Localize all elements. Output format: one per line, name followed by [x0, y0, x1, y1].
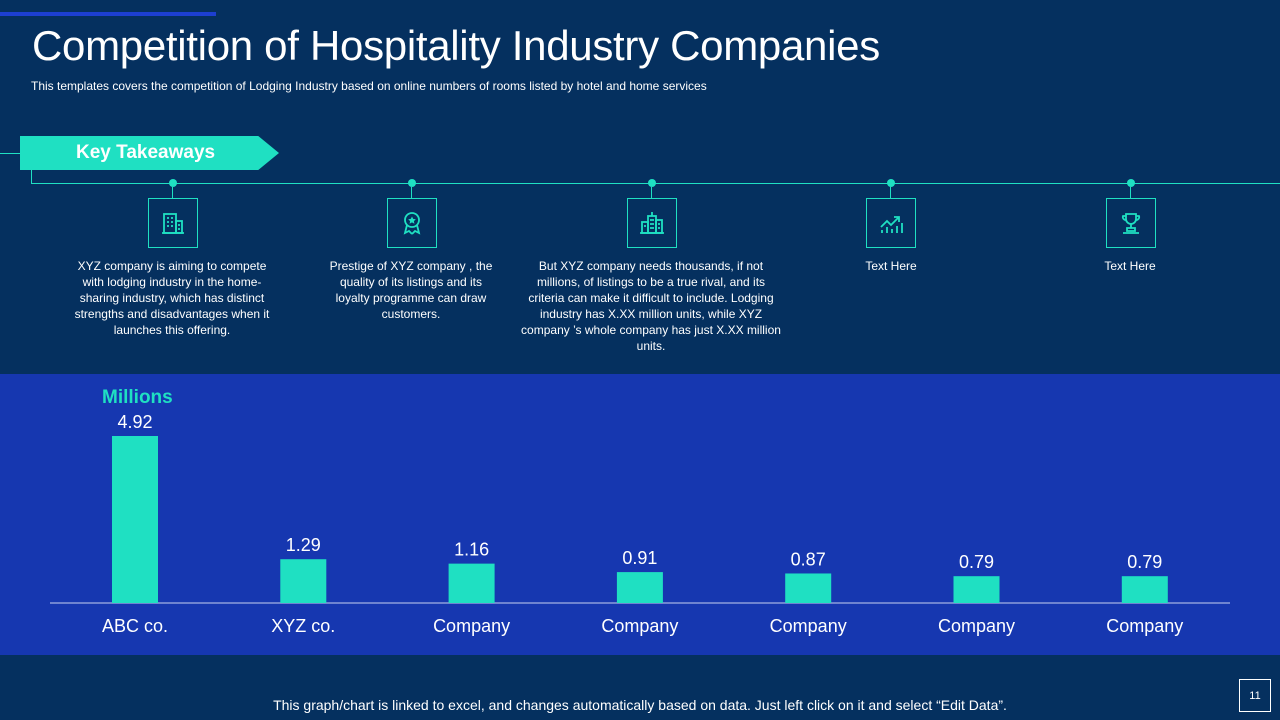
takeaway-text: Text Here — [1104, 259, 1156, 273]
bar — [616, 572, 663, 603]
data-label: 4.92 — [117, 412, 152, 432]
x-tick-label: Company — [770, 616, 847, 636]
takeaway-text: XYZ company is aiming to compete with lo… — [74, 259, 270, 337]
award-badge-icon — [387, 198, 437, 248]
timeline-stem — [411, 187, 412, 198]
x-tick-label: Company — [938, 616, 1015, 636]
timeline-left-line — [0, 153, 22, 154]
bar — [448, 563, 495, 603]
x-tick-label: XYZ co. — [271, 616, 335, 636]
data-label: 0.79 — [1127, 552, 1162, 572]
building-icon — [148, 198, 198, 248]
data-label: 1.29 — [286, 535, 321, 555]
trophy-icon — [1106, 198, 1156, 248]
takeaway-text: Prestige of XYZ company , the quality of… — [329, 259, 493, 321]
timeline-dot — [1127, 179, 1135, 187]
data-label: 0.79 — [959, 552, 994, 572]
bar — [953, 576, 1000, 603]
key-takeaways-banner: Key Takeaways — [20, 136, 279, 170]
timeline-dot — [648, 179, 656, 187]
x-tick-label: Company — [433, 616, 510, 636]
data-label: 0.91 — [622, 548, 657, 568]
takeaway-text: Text Here — [865, 259, 917, 273]
page-subtitle: This templates covers the competition of… — [31, 79, 707, 93]
city-buildings-icon — [627, 198, 677, 248]
data-label: 1.16 — [454, 540, 489, 560]
title-accent-bar — [0, 12, 216, 16]
bar — [280, 559, 327, 603]
timeline-stem — [1130, 187, 1131, 198]
chart-y-label: Millions — [102, 387, 173, 408]
x-tick-label: Company — [601, 616, 678, 636]
bar-chart: 4.92 ABC co. 1.29 XYZ co. 1.16 Company 0.91 Com… — [50, 412, 1230, 636]
bar — [1121, 576, 1168, 603]
chart-panel — [0, 374, 1280, 655]
bar — [785, 573, 832, 603]
x-tick-label: Company — [1106, 616, 1183, 636]
x-tick-label: ABC co. — [102, 616, 168, 636]
bar — [112, 436, 158, 603]
footer-note: This graph/chart is linked to excel, and… — [273, 697, 1007, 713]
timeline-stem — [651, 187, 652, 198]
timeline-stem — [172, 187, 173, 198]
timeline-stem — [890, 187, 891, 198]
takeaway-text: But XYZ company needs thousands, if not … — [521, 259, 781, 353]
timeline-dot — [169, 179, 177, 187]
page-title: Competition of Hospitality Industry Comp… — [32, 22, 880, 69]
page-number: 11 — [1239, 679, 1271, 712]
growth-chart-icon — [866, 198, 916, 248]
timeline-dot — [408, 179, 416, 187]
timeline-dot — [887, 179, 895, 187]
timeline-connector — [31, 170, 32, 184]
data-label: 0.87 — [791, 549, 826, 569]
